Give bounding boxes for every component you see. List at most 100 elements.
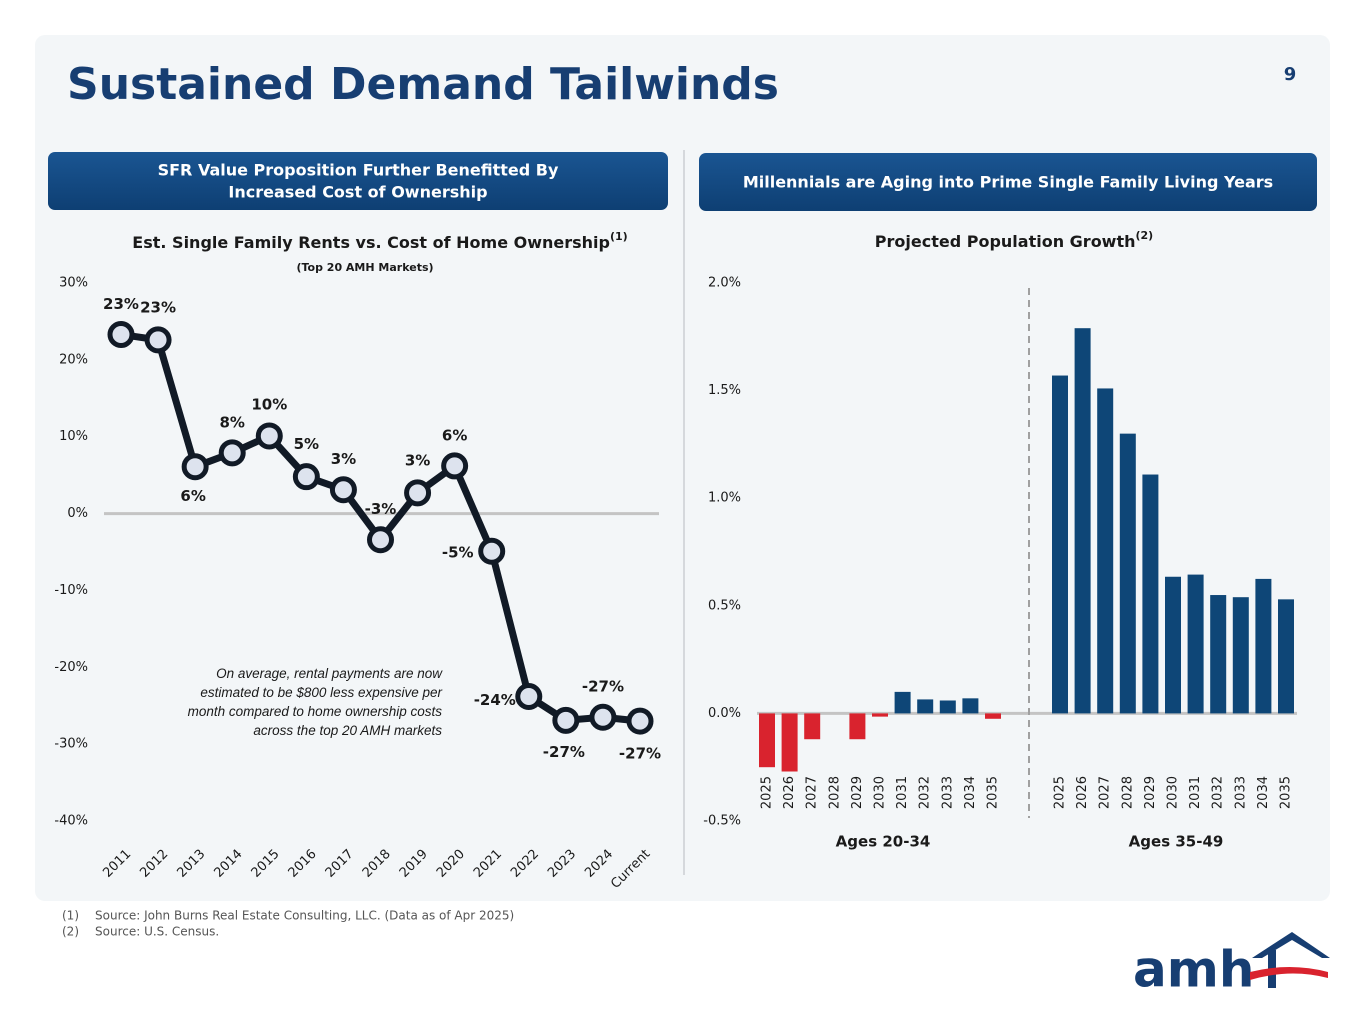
x-tick-label: 2034 — [963, 776, 978, 809]
x-tick-label: 2030 — [873, 776, 888, 809]
x-tick-label: 2030 — [1166, 776, 1181, 809]
footnote: Source: U.S. Census. — [95, 925, 219, 939]
x-tick-label: 2029 — [1143, 776, 1158, 809]
title-note: (1) — [610, 230, 628, 243]
bar — [939, 700, 956, 714]
data-label: 3% — [331, 450, 356, 468]
marker — [404, 479, 432, 507]
logo-roof — [1252, 932, 1330, 958]
bar — [781, 713, 798, 772]
bar — [1165, 576, 1181, 714]
bar — [1119, 433, 1136, 714]
data-label: -24% — [474, 691, 516, 709]
x-tick-label: 2029 — [850, 776, 865, 809]
marker — [144, 326, 172, 354]
data-label: 6% — [180, 487, 205, 505]
x-tick-label: 2033 — [940, 776, 955, 809]
data-label: 3% — [405, 451, 430, 469]
y-tick-label: 0.0% — [708, 706, 741, 721]
logo-swoosh — [1250, 967, 1328, 980]
plots: 30%20%10%0%-10%-20%-30%-40%2011 2012 2013 2… — [54, 276, 1297, 892]
logo-text: amh — [1133, 941, 1254, 999]
x-tick-label: 2028 — [827, 776, 842, 809]
marker — [478, 537, 506, 565]
bar — [1074, 328, 1091, 714]
bar — [917, 699, 934, 714]
group-label: Ages 20-34 — [836, 833, 931, 851]
chart-title: Projected Population Growth(2) — [875, 229, 1153, 251]
bar — [872, 713, 888, 717]
y-tick-label: 2.0% — [708, 276, 741, 291]
y-tick-label: 0% — [67, 506, 88, 521]
data-label: -5% — [442, 544, 474, 562]
chart-title: Est. Single Family Rents vs. Cost of Hom… — [132, 230, 627, 252]
y-tick-label: -0.5% — [703, 814, 741, 829]
footnote-marker: (1) — [62, 909, 79, 923]
right-header-box — [699, 153, 1317, 211]
annotation: On average, rental payments are now esti… — [187, 666, 442, 738]
x-tick-label: 2035 — [986, 776, 1001, 809]
data-label: 5% — [294, 435, 319, 453]
x-tick-label: 2027 — [1098, 776, 1113, 809]
x-tick-label: 2026 — [782, 776, 797, 809]
marker — [552, 706, 580, 734]
data-label: 23% — [103, 295, 139, 313]
marker — [589, 703, 617, 731]
left-header-box — [48, 152, 668, 210]
bar — [1097, 388, 1114, 714]
y-tick-label: -40% — [54, 814, 88, 829]
data-label: 10% — [251, 395, 287, 413]
marker — [255, 422, 283, 450]
x-tick-label: 2032 — [918, 776, 933, 809]
bar — [1210, 595, 1227, 714]
marker — [626, 707, 654, 735]
x-tick-label: 2031 — [895, 776, 910, 809]
bar — [894, 691, 911, 714]
x-tick-label: 2035 — [1279, 776, 1294, 809]
page-number: 9 — [1284, 64, 1297, 85]
marker — [292, 463, 320, 491]
marker — [107, 320, 135, 348]
marker — [329, 476, 357, 504]
data-label: 23% — [140, 298, 176, 316]
footnote: Source: John Burns Real Estate Consultin… — [95, 909, 514, 923]
marker — [441, 452, 469, 480]
data-label: -3% — [365, 500, 397, 518]
x-tick-label: 2027 — [805, 776, 820, 809]
x-tick-label: 2034 — [1256, 776, 1271, 809]
y-tick-label: 1.0% — [708, 491, 741, 506]
y-tick-label: 30% — [59, 276, 88, 291]
left-header-line: SFR Value Proposition Further Benefitted… — [158, 161, 559, 180]
x-tick-label: 2028 — [1120, 776, 1135, 809]
bar — [1232, 597, 1249, 714]
title-text: Projected Population Growth — [875, 232, 1136, 251]
bar — [759, 713, 775, 768]
right-header: Millennials are Aging into Prime Single … — [743, 173, 1273, 192]
data-label: -27% — [619, 745, 661, 763]
data-label: 6% — [442, 426, 467, 444]
marker — [181, 453, 209, 481]
title-text: Est. Single Family Rents vs. Cost of Hom… — [132, 233, 610, 252]
group-label: Ages 35-49 — [1129, 833, 1224, 851]
bar — [1052, 375, 1068, 714]
x-tick-label: 2032 — [1211, 776, 1226, 809]
title-note: (2) — [1136, 229, 1154, 242]
footnote-marker: (2) — [62, 925, 79, 939]
x-tick-label: 2033 — [1233, 776, 1248, 809]
marker — [515, 682, 543, 710]
data-label: -27% — [582, 678, 624, 696]
data-label: 8% — [219, 413, 244, 431]
bar — [1187, 574, 1204, 714]
card — [35, 35, 1330, 901]
bar — [962, 698, 979, 714]
bar — [1142, 474, 1159, 714]
left-header-line: Increased Cost of Ownership — [228, 183, 487, 202]
slide-title: Sustained Demand Tailwinds — [67, 59, 779, 110]
y-tick-label: 1.5% — [708, 383, 741, 398]
marker — [218, 439, 246, 467]
bar — [849, 713, 866, 740]
x-tick-label: 2025 — [1053, 776, 1068, 809]
y-tick-label: 20% — [59, 352, 88, 367]
